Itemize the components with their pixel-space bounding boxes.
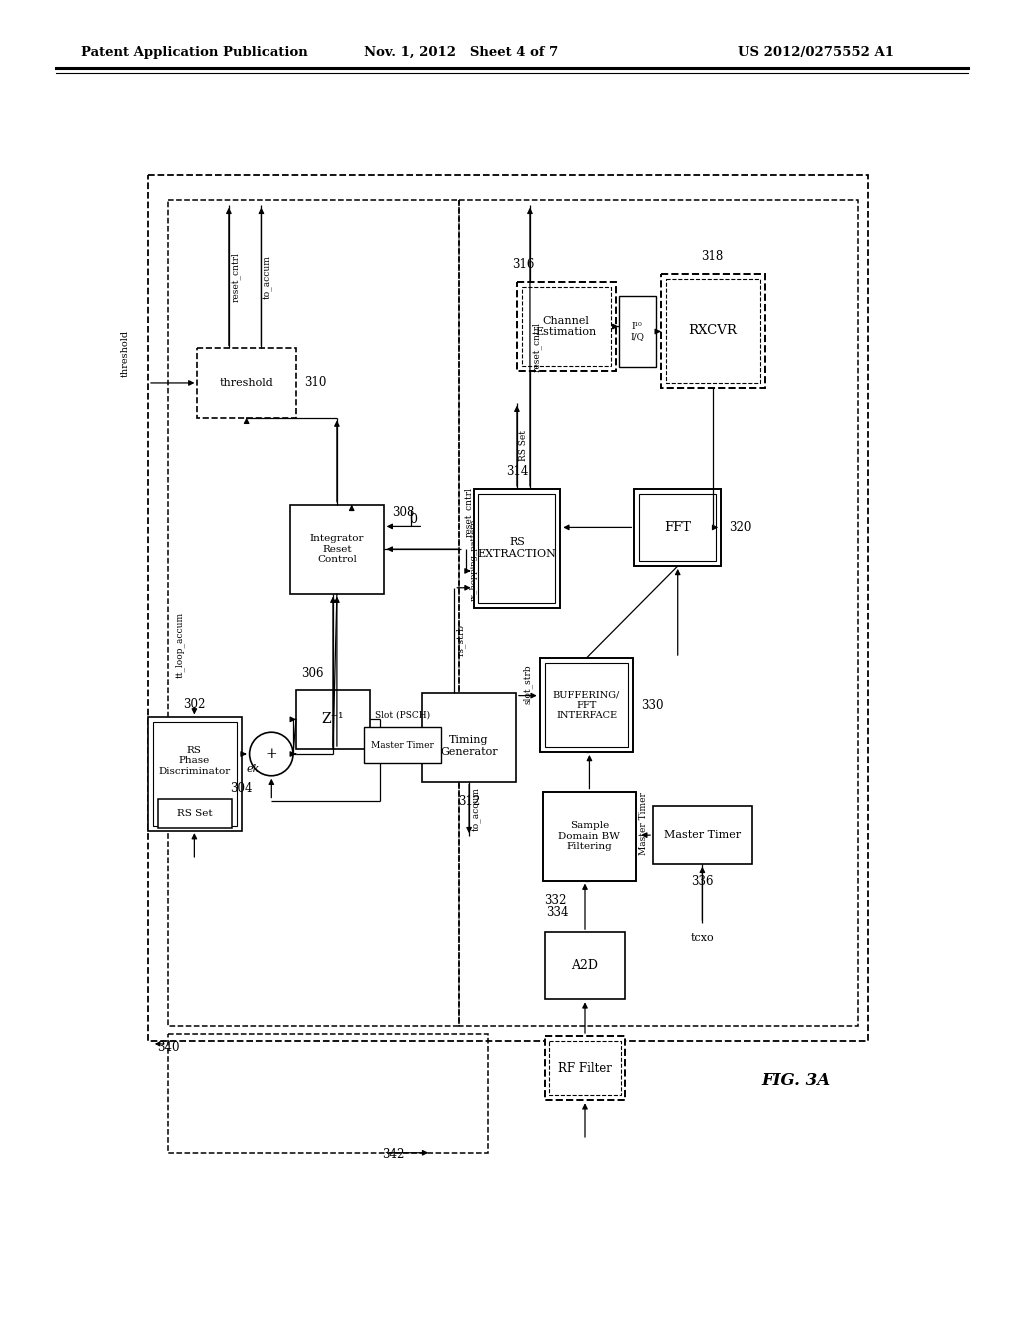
- Bar: [478, 494, 555, 603]
- Text: to_accum: to_accum: [264, 255, 273, 298]
- Text: threshold: threshold: [220, 378, 273, 388]
- Text: tt_loop_accum: tt_loop_accum: [175, 612, 184, 678]
- Text: 342: 342: [382, 1148, 404, 1162]
- Text: +: +: [265, 747, 278, 762]
- Text: BUFFERING/
FFT
INTERFACE: BUFFERING/ FFT INTERFACE: [553, 690, 621, 719]
- Text: 320: 320: [729, 521, 752, 533]
- Bar: [545, 932, 626, 999]
- Text: threshold: threshold: [121, 330, 130, 376]
- Text: reset_cntrl: reset_cntrl: [231, 252, 241, 301]
- Text: Z⁻¹: Z⁻¹: [322, 713, 344, 726]
- Text: reset_cntrl: reset_cntrl: [532, 322, 542, 372]
- Bar: [290, 504, 384, 594]
- Text: 316: 316: [512, 257, 535, 271]
- Bar: [545, 663, 629, 747]
- Bar: [148, 176, 868, 1041]
- Text: slot_strb: slot_strb: [523, 664, 532, 704]
- Text: RXCVR: RXCVR: [688, 325, 737, 338]
- Bar: [660, 275, 765, 388]
- Text: 332: 332: [545, 894, 567, 907]
- Bar: [153, 722, 237, 826]
- Text: Nov. 1, 2012   Sheet 4 of 7: Nov. 1, 2012 Sheet 4 of 7: [364, 46, 558, 59]
- Bar: [365, 727, 441, 763]
- Text: 310: 310: [304, 376, 327, 389]
- Text: Integrator
Reset
Control: Integrator Reset Control: [309, 535, 365, 564]
- Text: 302: 302: [183, 698, 206, 711]
- Bar: [653, 807, 752, 863]
- Text: Timing
Generator: Timing Generator: [440, 735, 498, 756]
- Text: 308: 308: [391, 506, 414, 519]
- Bar: [198, 348, 296, 417]
- Text: FFT: FFT: [665, 521, 691, 533]
- Bar: [459, 199, 858, 1026]
- Text: RF Filter: RF Filter: [558, 1061, 612, 1074]
- Text: 336: 336: [691, 875, 714, 888]
- Text: Master Timer: Master Timer: [371, 741, 434, 750]
- Bar: [666, 279, 760, 383]
- Text: US 2012/0275552 A1: US 2012/0275552 A1: [738, 46, 894, 59]
- Text: Sample
Domain BW
Filtering: Sample Domain BW Filtering: [558, 821, 621, 851]
- Text: RS
EXTRACTION: RS EXTRACTION: [477, 537, 556, 558]
- Text: reset_cntrl: reset_cntrl: [464, 487, 473, 537]
- Text: 314: 314: [506, 465, 528, 478]
- Text: Master Timer: Master Timer: [664, 830, 741, 840]
- Bar: [540, 659, 633, 752]
- Text: Patent Application Publication: Patent Application Publication: [81, 46, 308, 59]
- Text: 318: 318: [701, 249, 724, 263]
- Text: RS Set: RS Set: [176, 809, 212, 818]
- Text: 306: 306: [301, 668, 324, 680]
- Text: Slot (PSCH): Slot (PSCH): [375, 711, 430, 719]
- Text: RS Set: RS Set: [519, 430, 528, 461]
- Text: 334: 334: [547, 906, 569, 919]
- Text: 340: 340: [157, 1041, 179, 1055]
- Bar: [517, 282, 615, 371]
- Text: rs_strb: rs_strb: [457, 624, 466, 656]
- Text: A2D: A2D: [571, 960, 598, 973]
- Bar: [148, 717, 242, 832]
- Circle shape: [250, 733, 293, 776]
- Text: Master Timer: Master Timer: [639, 792, 648, 855]
- Text: RS
Phase
Discriminator: RS Phase Discriminator: [159, 746, 230, 776]
- Text: to_accum: to_accum: [472, 788, 481, 832]
- Text: ek: ek: [247, 764, 260, 774]
- Text: FIG. 3A: FIG. 3A: [762, 1072, 830, 1089]
- Text: Channel
Estimation: Channel Estimation: [536, 315, 597, 338]
- Text: I¹⁰
I/Q: I¹⁰ I/Q: [631, 322, 644, 341]
- Bar: [522, 286, 610, 366]
- Bar: [168, 199, 459, 1026]
- Text: 330: 330: [641, 698, 664, 711]
- Bar: [545, 1036, 626, 1101]
- Bar: [550, 1041, 621, 1096]
- Bar: [639, 494, 716, 561]
- Bar: [158, 799, 231, 828]
- Text: 0: 0: [410, 513, 418, 525]
- Text: rs_hopping_pattern: rs_hopping_pattern: [470, 519, 477, 602]
- Bar: [168, 1034, 488, 1152]
- Bar: [473, 488, 560, 607]
- Bar: [543, 792, 636, 880]
- Text: 312: 312: [458, 795, 480, 808]
- Bar: [296, 689, 370, 748]
- Text: 304: 304: [230, 783, 253, 795]
- Bar: [618, 296, 656, 367]
- Bar: [634, 488, 721, 566]
- Bar: [422, 693, 516, 781]
- Text: tcxo: tcxo: [690, 933, 714, 942]
